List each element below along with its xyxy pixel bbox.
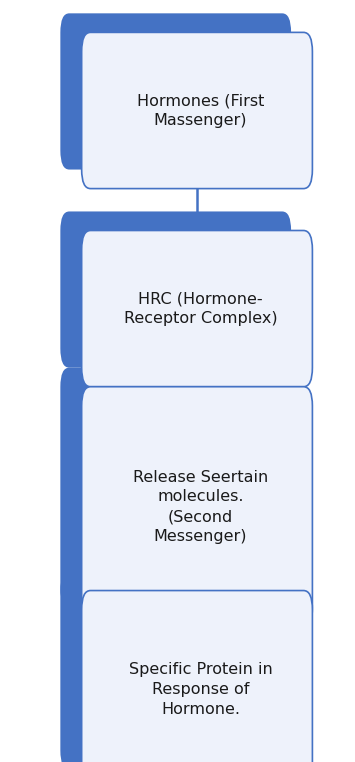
Text: Hormones (First
Massenger): Hormones (First Massenger) [137,93,264,128]
FancyBboxPatch shape [60,367,291,608]
FancyBboxPatch shape [82,230,312,387]
Text: Specific Protein in
Response of
Hormone.: Specific Protein in Response of Hormone. [129,662,272,717]
FancyBboxPatch shape [82,591,312,762]
FancyBboxPatch shape [60,14,291,170]
FancyBboxPatch shape [82,32,312,189]
Text: HRC (Hormone-
Receptor Complex): HRC (Hormone- Receptor Complex) [124,291,277,326]
FancyBboxPatch shape [82,386,312,626]
Text: Release Seertain
molecules.
(Second
Messenger): Release Seertain molecules. (Second Mess… [133,469,268,544]
FancyBboxPatch shape [60,572,291,762]
FancyBboxPatch shape [60,212,291,368]
